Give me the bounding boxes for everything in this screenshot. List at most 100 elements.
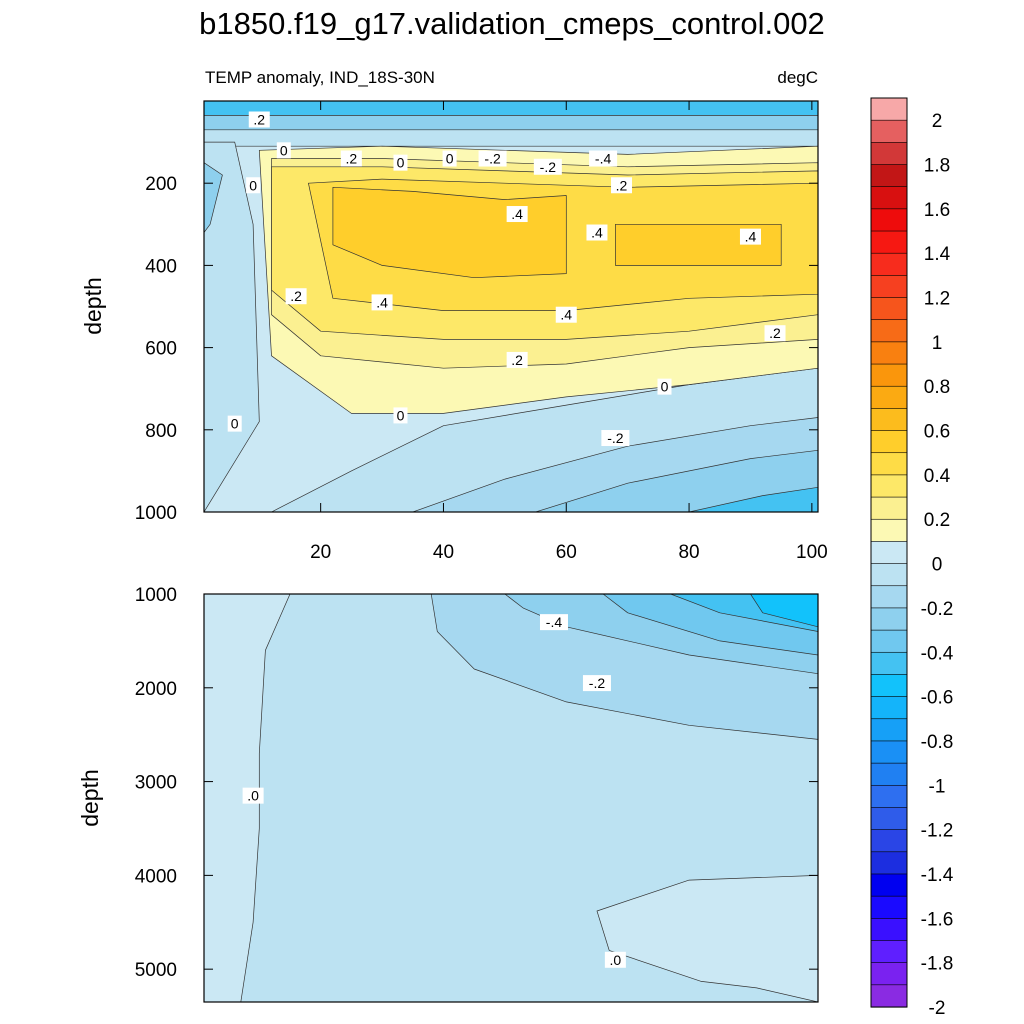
colorbar-box-20 bbox=[870, 541, 908, 565]
upper-contour-label-bg-13 bbox=[285, 288, 307, 305]
upper-ytick-label-2: 600 bbox=[145, 339, 177, 360]
upper-contour-label-14: .4 bbox=[376, 294, 388, 310]
colorbar-tick-label-5: 1 bbox=[932, 333, 943, 354]
colorbar-tick-label-1: 1.8 bbox=[924, 156, 950, 177]
lower-axes: 1000 2000 3000 4000 5000 bbox=[135, 585, 818, 981]
upper-contour-label-bg-3 bbox=[393, 154, 408, 171]
lower-contour-label-0: -.4 bbox=[546, 614, 563, 630]
colorbar-tick-label-0: 2 bbox=[932, 111, 943, 132]
lower-ytick-label-3: 4000 bbox=[135, 866, 177, 887]
lower-contour-labels: -.4 -.2 .0 .0 bbox=[242, 614, 626, 968]
upper-contour-label-7: -.4 bbox=[595, 151, 612, 167]
lower-contour-label-bg-2 bbox=[242, 787, 264, 804]
upper-contour-region-2 bbox=[204, 101, 818, 116]
upper-panel-frame bbox=[203, 100, 819, 513]
upper-contour-label-bg-21 bbox=[601, 430, 630, 447]
lower-contour-label-2: .0 bbox=[247, 788, 259, 804]
colorbar-box-2 bbox=[870, 142, 908, 166]
upper-contour-label-bg-17 bbox=[506, 351, 528, 368]
upper-contour-label-bg-11 bbox=[586, 224, 608, 241]
lower-ytick-label-1: 2000 bbox=[135, 679, 177, 700]
upper-contour-fill bbox=[204, 101, 818, 512]
colorbar-box-14 bbox=[870, 408, 908, 432]
upper-contour-label-bg-6 bbox=[533, 158, 562, 175]
chart-title: b1850.f19_g17.validation_cmeps_control.0… bbox=[199, 6, 825, 41]
colorbar-box-3 bbox=[870, 164, 908, 188]
upper-xtick-label-1: 40 bbox=[433, 542, 454, 563]
upper-contour-labels: .2 0 .2 0 0 -.2 -.2 -.4 0 .2 .4 .4 .4 .2 .4 .4 .2 .2 0 0 0 -.… bbox=[227, 111, 786, 447]
upper-contour-label-4: 0 bbox=[446, 151, 454, 167]
colorbar-box-12 bbox=[870, 363, 908, 387]
colorbar-box-28 bbox=[870, 718, 908, 742]
upper-contour-region-7 bbox=[535, 449, 818, 512]
upper-contour-region-14 bbox=[615, 223, 782, 266]
upper-xtick-label-2: 60 bbox=[556, 542, 577, 563]
upper-contour-label-0: .2 bbox=[253, 111, 265, 127]
colorbar-box-23 bbox=[870, 607, 908, 631]
upper-contour-region-4 bbox=[204, 162, 223, 233]
colorbar-tick-label-4: 1.2 bbox=[924, 289, 950, 310]
upper-contour-label-bg-5 bbox=[478, 150, 507, 167]
upper-contour-label-21: -.2 bbox=[607, 430, 624, 446]
upper-contour-label-bg-18 bbox=[657, 378, 672, 395]
upper-contour-label-15: .4 bbox=[560, 307, 572, 323]
colorbar-box-8 bbox=[870, 275, 908, 299]
upper-contour-label-6: -.2 bbox=[540, 159, 557, 175]
upper-contour-label-13: .2 bbox=[290, 288, 302, 304]
colorbar-box-15 bbox=[870, 430, 908, 454]
colorbar-box-19 bbox=[870, 518, 908, 543]
upper-ytick-label-4: 1000 bbox=[135, 503, 177, 524]
colorbar-box-39 bbox=[870, 962, 908, 986]
colorbar-box-5 bbox=[870, 208, 908, 232]
upper-contour-label-5: -.2 bbox=[484, 151, 501, 167]
colorbar-box-11 bbox=[870, 341, 908, 365]
colorbar-tick-label-14: -0.8 bbox=[921, 732, 954, 753]
colorbar-tick-label-7: 0.6 bbox=[924, 422, 950, 443]
colorbar-tick-label-18: -1.6 bbox=[921, 909, 954, 930]
colorbar-box-1 bbox=[870, 119, 908, 143]
colorbar-box-37 bbox=[870, 918, 908, 942]
colorbar-box-30 bbox=[870, 762, 908, 786]
colorbar-box-29 bbox=[870, 740, 908, 764]
upper-contour-label-16: .2 bbox=[769, 325, 781, 341]
colorbar-box-40 bbox=[870, 984, 908, 1008]
colorbar-box-27 bbox=[870, 696, 908, 720]
colorbar-box-33 bbox=[870, 829, 908, 853]
upper-contour-label-18: 0 bbox=[661, 379, 669, 395]
lower-contour-label-bg-0 bbox=[539, 614, 568, 631]
upper-contour-label-8: 0 bbox=[249, 177, 257, 193]
colorbar-box-26 bbox=[870, 674, 908, 698]
upper-contour-label-bg-14 bbox=[371, 294, 393, 311]
colorbar-tick-label-17: -1.4 bbox=[921, 865, 954, 886]
upper-contour-label-11: .4 bbox=[591, 225, 603, 241]
upper-contour-label-bg-2 bbox=[340, 150, 362, 167]
upper-contour-label-bg-16 bbox=[764, 325, 786, 342]
colorbar-box-18 bbox=[870, 496, 908, 520]
colorbar-tick-label-6: 0.8 bbox=[924, 377, 950, 398]
colorbar-tick-label-9: 0.2 bbox=[924, 510, 950, 531]
upper-contour-label-19: 0 bbox=[397, 407, 405, 423]
upper-axes: 200 400 600 800 1000 20 40 60 80 100 bbox=[135, 101, 828, 563]
upper-contour-label-3: 0 bbox=[397, 155, 405, 171]
lower-panel: -.4 -.2 .0 .0 1000 2000 3000 4000 5000 depth bbox=[77, 585, 819, 1003]
upper-xtick-label-0: 20 bbox=[310, 542, 331, 563]
lower-contour-label-3: .0 bbox=[610, 952, 622, 968]
upper-contour-label-bg-7 bbox=[589, 150, 618, 167]
upper-contour-label-bg-12 bbox=[739, 228, 761, 245]
upper-contour-label-bg-10 bbox=[506, 206, 528, 223]
colorbar-box-22 bbox=[870, 585, 908, 609]
lower-contour-label-bg-3 bbox=[604, 951, 626, 968]
colorbar-box-32 bbox=[870, 807, 908, 831]
colorbar-tick-label-19: -1.8 bbox=[921, 954, 954, 975]
upper-contour-label-9: .2 bbox=[616, 177, 628, 193]
lower-contour-label-bg-1 bbox=[582, 675, 611, 692]
upper-contour-label-20: 0 bbox=[231, 416, 239, 432]
lower-ytick-label-2: 3000 bbox=[135, 773, 177, 794]
colorbar-box-7 bbox=[870, 252, 908, 276]
upper-xtick-label-3: 80 bbox=[678, 542, 699, 563]
colorbar-box-21 bbox=[870, 563, 908, 587]
upper-ylabel: depth bbox=[80, 277, 106, 335]
colorbar-tick-label-16: -1.2 bbox=[921, 821, 954, 842]
colorbar-tick-label-12: -0.4 bbox=[921, 643, 954, 664]
